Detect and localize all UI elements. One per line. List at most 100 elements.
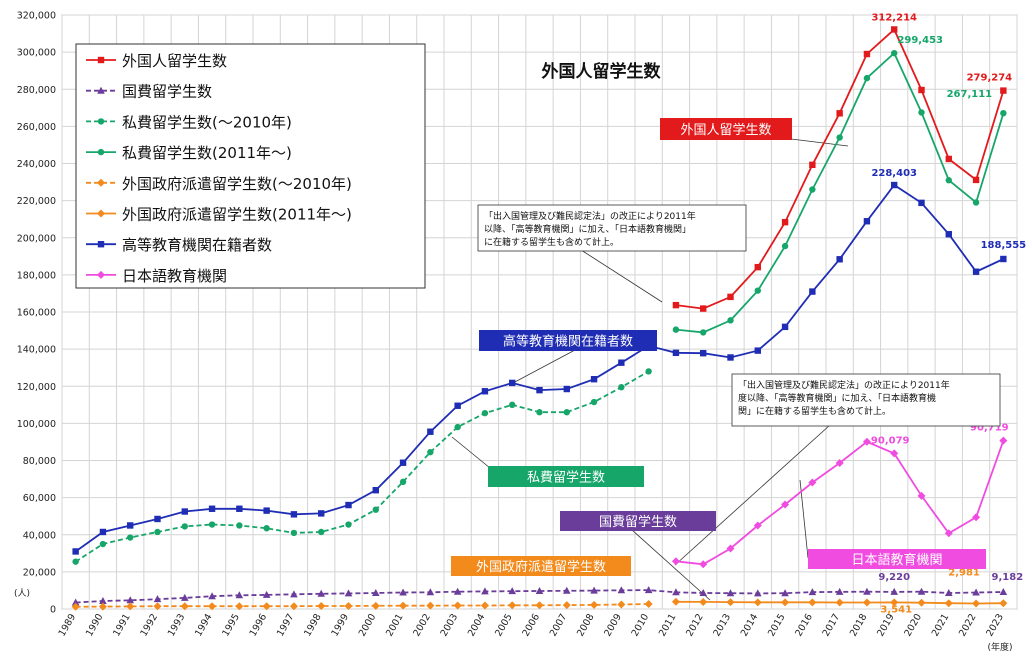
callout-label: 外国政府派遣留学生数 bbox=[451, 556, 631, 576]
data-point bbox=[562, 586, 571, 594]
series-0 bbox=[672, 26, 1007, 312]
data-point bbox=[727, 293, 734, 301]
legend-item: 私費留学生数(2011年～) bbox=[86, 144, 292, 162]
data-point bbox=[509, 401, 516, 409]
annotation-line: 関」に在籍する留学生も含めて計上。 bbox=[738, 405, 891, 417]
data-point bbox=[318, 510, 325, 517]
data-point bbox=[781, 589, 789, 597]
data-point bbox=[945, 177, 952, 184]
data-point bbox=[972, 599, 981, 608]
data-label: 90,719 bbox=[970, 423, 1009, 434]
x-tick-label: 2011 bbox=[657, 612, 679, 638]
data-point bbox=[154, 528, 161, 536]
leader-line-private bbox=[451, 436, 491, 469]
data-point bbox=[345, 501, 352, 509]
data-point bbox=[944, 529, 953, 538]
x-tick-label: 1994 bbox=[193, 612, 215, 638]
x-tick-label: 2017 bbox=[821, 612, 843, 638]
data-point bbox=[345, 521, 352, 528]
data-point bbox=[672, 588, 680, 596]
data-point bbox=[727, 354, 734, 361]
data-point bbox=[726, 589, 735, 597]
callout-box bbox=[488, 466, 644, 487]
data-point bbox=[263, 525, 270, 532]
data-point bbox=[945, 155, 952, 163]
data-point bbox=[126, 602, 135, 611]
data-point bbox=[808, 598, 817, 607]
data-point bbox=[290, 529, 298, 537]
legend-item: 外国人留学生数 bbox=[86, 52, 227, 70]
data-point bbox=[453, 587, 462, 595]
callout-text: 日本語教育機関 bbox=[851, 552, 942, 568]
x-tick-label: 2007 bbox=[548, 612, 570, 638]
annotation-line: 度以降、「高等教育機関」に加え、「日本語教育機 bbox=[738, 392, 936, 404]
y-tick-label: 20,000 bbox=[23, 567, 56, 578]
data-point bbox=[999, 599, 1008, 608]
annotation-line: 以降、「高等教育機関」に加え、「日本語教育機関」 bbox=[484, 223, 691, 235]
data-point bbox=[672, 326, 680, 333]
x-tick-label: 2016 bbox=[793, 612, 815, 638]
data-point bbox=[1000, 255, 1007, 263]
data-label: 9,220 bbox=[878, 572, 910, 583]
legend-label: 外国政府派遣留学生数(～2010年) bbox=[122, 175, 352, 193]
data-point bbox=[126, 596, 135, 604]
legend-marker bbox=[97, 148, 105, 156]
data-point bbox=[536, 409, 543, 416]
data-point bbox=[508, 587, 517, 595]
annotation-line: 「出入国管理及び難民認定法」の改正により2011年 bbox=[738, 379, 950, 391]
data-point bbox=[71, 602, 80, 611]
data-point bbox=[372, 487, 379, 494]
x-tick-label: 2021 bbox=[930, 612, 952, 638]
data-point bbox=[153, 602, 162, 611]
annotations: 「出入国管理及び難民認定法」の改正により2011年 以降、「高等教育機関」に加え、… bbox=[477, 204, 1001, 427]
data-point bbox=[699, 560, 708, 569]
x-tick-label: 2022 bbox=[957, 612, 979, 638]
data-point bbox=[563, 409, 570, 416]
data-label: 312,214 bbox=[871, 12, 917, 23]
data-point bbox=[344, 602, 353, 611]
data-point bbox=[862, 598, 871, 607]
callout-box bbox=[479, 330, 657, 351]
callout-label: 外国人留学生数 bbox=[660, 118, 792, 140]
data-point bbox=[617, 586, 626, 594]
callout-label: 私費留学生数 bbox=[488, 466, 644, 487]
callout-text: 私費留学生数 bbox=[527, 470, 605, 486]
y-tick-label: 260,000 bbox=[17, 122, 56, 133]
series-7 bbox=[671, 436, 1008, 569]
data-point bbox=[617, 600, 626, 609]
data-point bbox=[972, 588, 980, 596]
legend-label: 外国人留学生数 bbox=[122, 52, 227, 70]
data-point bbox=[399, 459, 407, 466]
x-tick-label: 1997 bbox=[275, 612, 297, 638]
data-point bbox=[180, 593, 189, 601]
data-label: 299,453 bbox=[897, 35, 943, 46]
legend-marker bbox=[97, 241, 105, 248]
x-tick-label: 2000 bbox=[357, 612, 379, 638]
data-point bbox=[808, 478, 817, 487]
data-point bbox=[590, 398, 598, 406]
data-point bbox=[972, 513, 981, 522]
data-point bbox=[917, 587, 926, 595]
data-point bbox=[753, 589, 762, 597]
data-point bbox=[317, 602, 326, 611]
data-point bbox=[426, 588, 435, 596]
data-point bbox=[317, 589, 326, 597]
series-3 bbox=[672, 49, 1007, 336]
data-point bbox=[153, 595, 162, 603]
x-tick-label: 2008 bbox=[575, 612, 597, 638]
data-point bbox=[399, 478, 407, 486]
data-point bbox=[1000, 87, 1007, 94]
y-tick-label: 200,000 bbox=[17, 233, 56, 244]
callout-label: 日本語教育機関 bbox=[808, 549, 986, 569]
data-point bbox=[890, 598, 899, 607]
legend-marker bbox=[97, 209, 105, 218]
data-point bbox=[890, 449, 899, 458]
y-tick-label: 280,000 bbox=[17, 85, 56, 96]
legend-item: 国費留学生数 bbox=[86, 83, 212, 101]
x-tick-label: 1993 bbox=[166, 612, 188, 638]
series-4 bbox=[71, 599, 653, 611]
x-tick-label: 2010 bbox=[630, 612, 652, 638]
legend-item: 外国政府派遣留学生数(2011年～) bbox=[86, 206, 352, 224]
data-point bbox=[236, 505, 243, 512]
